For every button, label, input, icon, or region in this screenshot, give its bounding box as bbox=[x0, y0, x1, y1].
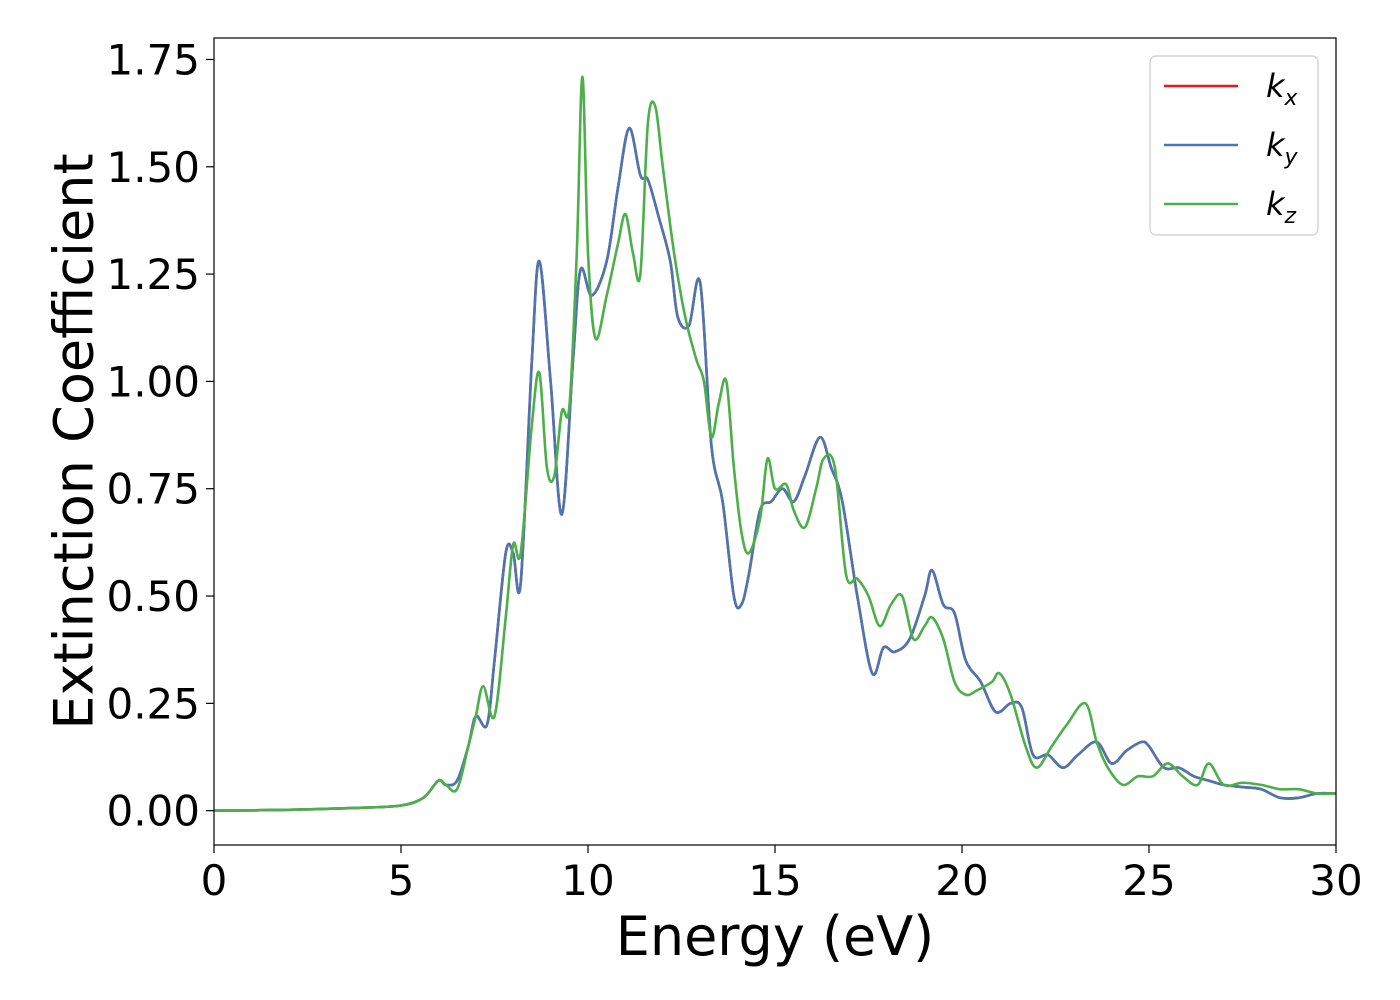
legend-item-z: kz bbox=[1164, 185, 1297, 229]
x-tick-label: 30 bbox=[1309, 856, 1362, 905]
x-tick-label: 20 bbox=[935, 856, 988, 905]
y-tick-label: 0.25 bbox=[106, 679, 200, 728]
legend-label: kx bbox=[1266, 67, 1299, 111]
y-tick-label: 1.25 bbox=[106, 250, 200, 299]
x-tick-label: 25 bbox=[1122, 856, 1175, 905]
y-axis-ticks: 0.00 0.25 0.50 0.75 1.00 1.25 1.50 1.75 bbox=[106, 35, 214, 836]
y-tick-label: 1.50 bbox=[106, 143, 200, 192]
x-tick-label: 10 bbox=[561, 856, 614, 905]
legend-label-sub: y bbox=[1284, 145, 1299, 170]
x-tick-label: 15 bbox=[748, 856, 801, 905]
y-tick-label: 0.00 bbox=[106, 787, 200, 836]
legend-label-sub: x bbox=[1284, 86, 1299, 111]
x-tick-label: 5 bbox=[388, 856, 415, 905]
legend-label-base: k bbox=[1266, 185, 1286, 223]
y-tick-label: 0.75 bbox=[106, 465, 200, 514]
x-axis-label: Energy (eV) bbox=[616, 905, 935, 968]
legend-item-y: ky bbox=[1164, 126, 1299, 170]
legend-label-base: k bbox=[1266, 67, 1286, 105]
legend-label: ky bbox=[1266, 126, 1299, 170]
x-axis-ticks: 0 5 10 15 20 25 30 bbox=[201, 845, 1363, 905]
y-tick-label: 1.00 bbox=[106, 357, 200, 406]
series-line-z bbox=[214, 75, 1336, 812]
x-tick-label: 0 bbox=[201, 856, 228, 905]
legend-label-base: k bbox=[1266, 126, 1286, 164]
series-layer bbox=[214, 75, 1336, 812]
legend-label: kz bbox=[1266, 185, 1297, 229]
legend-label-sub: z bbox=[1284, 204, 1297, 229]
y-tick-label: 1.75 bbox=[106, 35, 200, 84]
y-tick-label: 0.50 bbox=[106, 572, 200, 621]
y-axis-label: Extinction Coefficient bbox=[43, 153, 106, 729]
legend-item-x: kx bbox=[1164, 67, 1299, 111]
